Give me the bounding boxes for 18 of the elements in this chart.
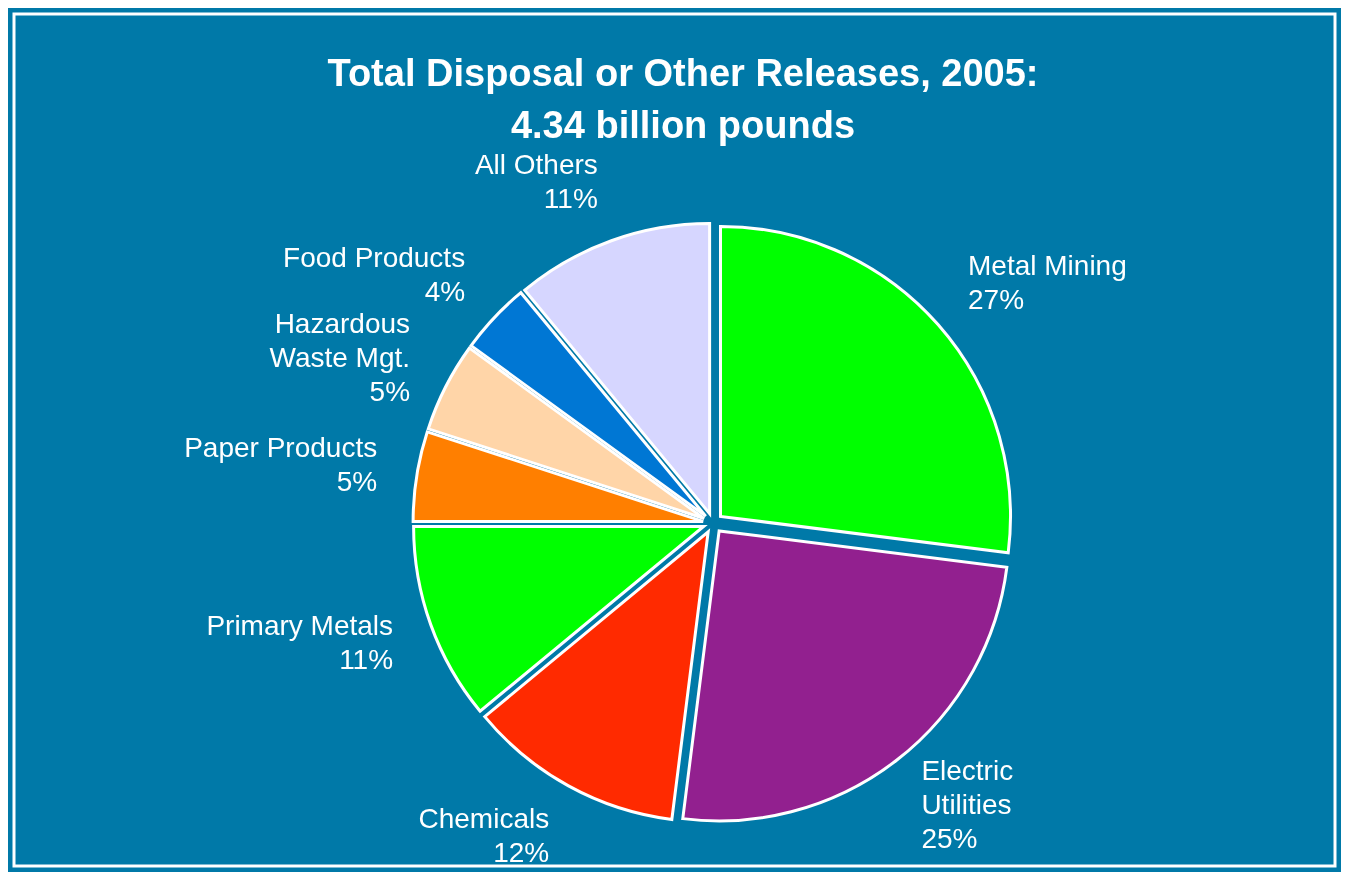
slice-label: Hazardous Waste Mgt. <box>269 307 411 373</box>
data-label: 12% <box>493 837 550 869</box>
slice-label: Food Products <box>283 241 466 273</box>
data-label: 25% <box>921 823 978 855</box>
slice-label: All Others <box>474 149 598 181</box>
chart-subtitle: 4.34 billion pounds <box>510 104 856 146</box>
slice-label: Chemicals <box>418 803 550 835</box>
data-label: 5% <box>336 466 378 498</box>
slice-label: Metal Mining <box>968 250 1127 282</box>
chart-title: Total Disposal or Other Releases, 2005: <box>327 52 1039 94</box>
slice-label: Electric Utilities <box>921 755 1014 821</box>
data-label: 11% <box>339 644 394 676</box>
slice-label: Primary Metals <box>206 610 394 642</box>
data-label: 5% <box>369 375 411 407</box>
data-label: 4% <box>424 275 466 307</box>
slice-label: Paper Products <box>184 432 378 464</box>
data-label: 11% <box>543 183 598 215</box>
data-label: 27% <box>968 284 1025 316</box>
